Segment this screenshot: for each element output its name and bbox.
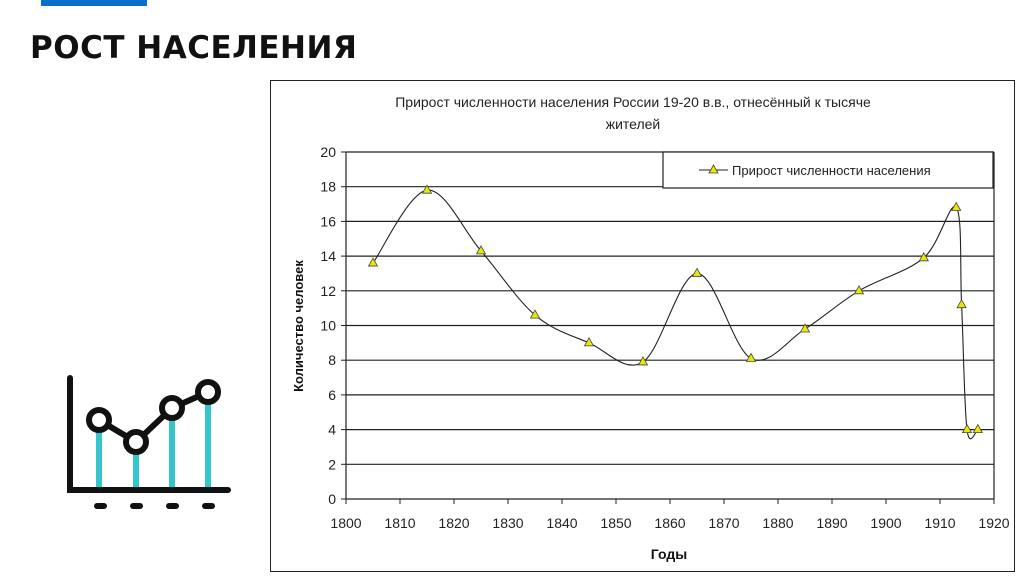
slide-title: РОСТ НАСЕЛЕНИЯ [30,30,358,66]
triangle-marker-icon [918,252,929,262]
x-axis-title: Годы [651,546,687,562]
x-tick-label: 1900 [870,515,901,531]
y-tick-label: 16 [320,213,336,229]
legend-triangle-marker-icon [708,164,719,174]
line-chart-icon [67,375,231,509]
population-growth-chart: Прирост численности населения России 19-… [291,94,1010,562]
triangle-marker-icon [475,245,487,255]
triangle-marker-icon [853,284,865,295]
chart-title-line-2: жителей [606,116,661,132]
triangle-marker-icon [951,201,962,211]
x-tick-label: 1850 [600,515,631,531]
x-tick-label: 1890 [816,515,847,531]
triangle-marker-icon [637,356,649,366]
y-tick-label: 8 [328,352,336,368]
y-tick-label: 2 [328,456,336,472]
triangle-marker-icon [583,337,595,347]
series-markers [367,184,983,434]
chart-title-line-1: Прирост численности населения России 19-… [395,94,871,110]
triangle-marker-icon [799,323,811,333]
y-tick-label: 0 [328,491,336,507]
legend: Прирост численности населения [662,151,994,189]
triangle-marker-icon [745,352,757,362]
triangle-marker-icon [367,257,379,267]
y-tick-label: 12 [320,283,336,299]
y-tick-label: 10 [320,318,336,334]
y-tick-label: 14 [320,248,336,264]
x-tick-label: 1870 [708,515,739,531]
x-tick-label: 1820 [438,515,469,531]
y-tick-label: 4 [328,422,336,438]
x-tick-label: 1830 [492,515,523,531]
y-tick-label: 20 [320,144,336,160]
x-tick-label: 1860 [654,515,685,531]
y-axis-title: Количество человек [291,260,306,392]
triangle-marker-icon [972,423,983,434]
triangle-marker-icon [529,309,541,319]
x-tick-label: 1910 [924,515,955,531]
triangle-marker-icon [961,423,973,434]
chart-frame: Прирост численности населения России 19-… [270,80,1015,572]
accent-bar [41,0,147,6]
series-line [372,189,979,440]
legend-label: Прирост численности населения [732,163,931,178]
triangle-marker-icon [421,184,433,194]
triangle-marker-icon [691,267,703,277]
y-tick-label: 18 [320,179,336,195]
triangle-marker-icon [956,298,967,309]
x-tick-label: 1840 [546,515,577,531]
y-tick-label: 6 [328,387,336,403]
x-tick-label: 1800 [330,515,361,531]
x-tick-label: 1880 [762,515,793,531]
x-tick-label: 1920 [978,515,1009,531]
x-tick-label: 1810 [384,515,415,531]
